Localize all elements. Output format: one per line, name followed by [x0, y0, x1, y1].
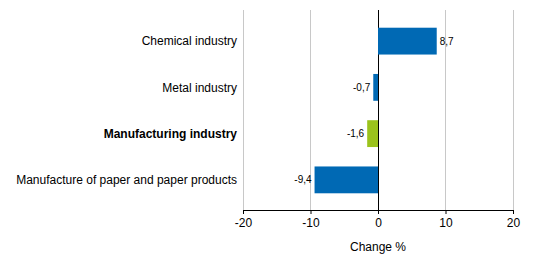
bar: [378, 28, 437, 55]
axis-title: Change %: [350, 240, 406, 254]
bar: [373, 74, 378, 101]
bars: [315, 28, 437, 194]
grid-line: [513, 10, 514, 210]
x-axis: -20 -10 0 10 20: [235, 210, 521, 230]
data-labels: 8,7 -0,7 -1,6 -9,4: [294, 36, 454, 186]
category-label: Chemical industry: [142, 34, 237, 48]
tick-label: 0: [375, 216, 382, 230]
tick: -20: [235, 210, 253, 230]
data-label: 8,7: [440, 36, 454, 47]
tick: 10: [439, 210, 453, 230]
axis-line: [244, 211, 514, 215]
y-axis: Chemical industry Metal industry Manufactu…: [16, 34, 237, 187]
data-label: -9,4: [294, 174, 312, 185]
data-label: -1,6: [347, 128, 365, 139]
tick-label: 20: [507, 216, 521, 230]
bar: [367, 120, 378, 147]
category-label: Manufacturing industry: [104, 127, 238, 141]
grid-line: [243, 10, 244, 210]
grid: [243, 10, 513, 210]
category-label: Metal industry: [162, 81, 237, 95]
tick: 20: [507, 210, 521, 230]
tick-mark: [513, 210, 514, 214]
data-label: -0,7: [353, 82, 371, 93]
tick-label: -20: [235, 216, 253, 230]
tick: 0: [375, 210, 382, 230]
tick-mark: [446, 210, 447, 214]
chart: -20 -10 0 10 20 Change % Chemical industry Meta…: [0, 0, 533, 265]
bar: [315, 166, 378, 193]
tick-mark: [378, 210, 379, 214]
tick: -10: [302, 210, 320, 230]
tick-mark: [243, 210, 244, 214]
category-label: Manufacture of paper and paper products: [16, 173, 237, 187]
tick-label: 10: [439, 216, 453, 230]
tick-label: -10: [302, 216, 320, 230]
tick-mark: [311, 210, 312, 214]
